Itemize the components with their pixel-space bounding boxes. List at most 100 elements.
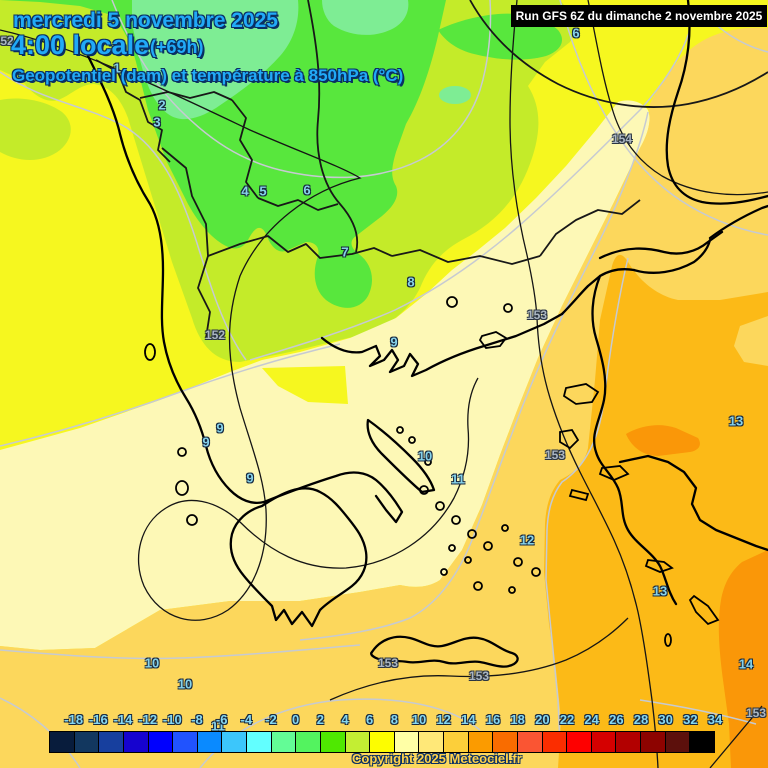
scale-color-swatch (173, 732, 198, 752)
region-yellow-green-blob (0, 98, 71, 160)
scale-tick-label: -8 (191, 712, 203, 727)
scale-color-swatch (197, 732, 223, 752)
temperature-value-label: 13 (652, 583, 668, 599)
temperature-value-label: 9 (246, 470, 254, 486)
scale-tick-label: -4 (240, 712, 253, 727)
temperature-value-label: 14 (738, 656, 754, 672)
coast-adriatic-west-greece (86, 54, 266, 504)
scale-tick-label: -10 (162, 712, 182, 727)
scale-tick-label: 32 (683, 712, 698, 727)
coast-peloponnese (229, 487, 368, 628)
scale-tick-label: -2 (265, 712, 277, 727)
scale-tick-label: 28 (633, 712, 649, 727)
geopotential-value-label: 153 (468, 669, 490, 683)
scale-color-swatch (74, 732, 100, 752)
scale-color-swatch (394, 732, 420, 752)
scale-color-swatch (419, 732, 444, 752)
scale-tick-label: 22 (559, 712, 575, 727)
geopotential-value-label: 154 (611, 132, 633, 146)
scale-tick-label: -14 (113, 712, 133, 727)
run-info-text: Run GFS 6Z du dimanche 2 novembre 2025 (515, 9, 763, 23)
region-deep-orange-izmir (626, 425, 700, 456)
scale-tick-label: 0 (292, 712, 300, 727)
scale-color-swatch (517, 732, 543, 752)
run-info-box: Run GFS 6Z du dimanche 2 novembre 2025 (511, 5, 767, 27)
temperature-value-label: 9 (202, 434, 210, 450)
scale-color-swatch (320, 732, 346, 752)
scale-tick-label: 10 (411, 712, 427, 727)
scale-color-swatch (665, 732, 691, 752)
scale-color-swatch (444, 732, 469, 752)
scale-color-swatch (641, 732, 666, 752)
scale-tick-label: 24 (584, 712, 599, 727)
temperature-value-label: 4 (241, 183, 249, 199)
scale-tick-label: -16 (88, 712, 108, 727)
temperature-value-label: 5 (259, 183, 267, 199)
temperature-value-label: 10 (417, 448, 433, 464)
temperature-value-label: 9 (216, 420, 224, 436)
scale-color-swatch (567, 732, 592, 752)
region-green-main (0, 0, 446, 308)
temperature-value-label: 7 (341, 244, 349, 260)
copyright-text: Copyright 2025 Meteociel.fr (352, 751, 522, 766)
geopotential-value-label: 153 (745, 706, 767, 720)
local-time-title: 4:00 locale (11, 30, 150, 60)
scale-color-swatch (271, 732, 297, 752)
contour-153-corner (709, 705, 763, 768)
temperature-value-label: 13 (728, 413, 744, 429)
scale-tick-label: 26 (609, 712, 624, 727)
region-gold-notch (734, 316, 768, 366)
contour-154 (587, 0, 768, 196)
islands (144, 296, 720, 647)
region-mint-3 (439, 86, 471, 104)
country-borders (95, 0, 768, 339)
scale-tick-label: 4 (341, 712, 349, 727)
temperature-value-label: 6 (303, 182, 311, 198)
temperature-value-label: 9 (390, 334, 398, 350)
scale-tick-label: -12 (138, 712, 158, 727)
scale-color-swatch (148, 732, 174, 752)
scale-color-swatch (542, 732, 568, 752)
temperature-value-label: 10 (177, 676, 193, 692)
region-mint-2 (322, 0, 409, 35)
scale-tick-label: 6 (366, 712, 374, 727)
scale-color-swatch (123, 732, 149, 752)
scale-tick-label: 16 (485, 712, 501, 727)
scale-color-swatch (370, 732, 395, 752)
contour-153-main (509, 0, 659, 768)
scale-tick-label: 2 (316, 712, 324, 727)
temperature-value-label: 11 (451, 471, 465, 487)
coast-dardanelles (560, 268, 636, 316)
scale-tick-label: -6 (215, 712, 228, 727)
region-mint-1 (132, 0, 299, 120)
date-title: mercredi 5 novembre 2025 (13, 9, 278, 32)
scale-tick-label: 14 (461, 712, 476, 727)
coast-bosphorus-east (708, 204, 768, 240)
scale-tick-label: 34 (707, 712, 723, 727)
contour-153-crete (329, 617, 629, 701)
scale-tick-label: 18 (510, 712, 525, 727)
scale-color-swatch (616, 732, 641, 752)
geopotential-value-label: 153 (377, 656, 399, 670)
scale-tick-label: 12 (436, 712, 451, 727)
coast-north-aegean (320, 312, 564, 378)
scale-color-swatch (493, 732, 518, 752)
scale-color-swatch (296, 732, 321, 752)
temperature-value-label: 1 (113, 60, 121, 76)
geopotential-value-label: 153 (544, 448, 566, 462)
coast-crete (370, 635, 519, 668)
scale-color-swatch (345, 732, 371, 752)
coast-turkey-south (618, 454, 768, 552)
map-subtitle: Geopotentiel (dam) et température à 850h… (12, 66, 404, 85)
scale-color-swatch (591, 732, 617, 752)
temperature-value-label: 12 (519, 532, 535, 548)
scale-color-swatch (222, 732, 247, 752)
geopotential-value-label: 52 (0, 34, 14, 48)
scale-color-swatch (247, 732, 272, 752)
scale-tick-label: 8 (390, 712, 398, 727)
region-yellow-wedge (262, 366, 348, 404)
